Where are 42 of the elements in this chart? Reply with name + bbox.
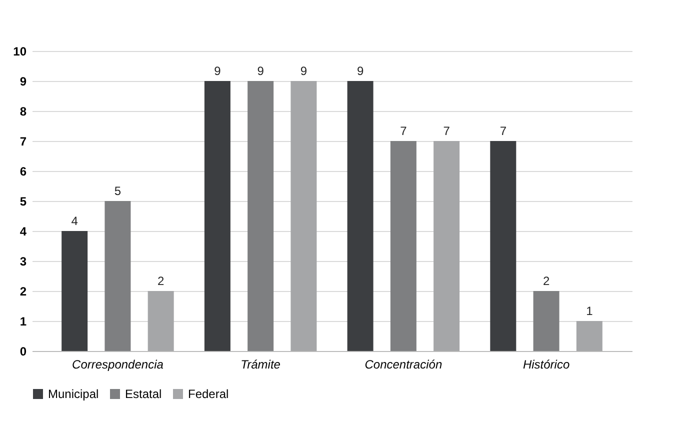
x-tick-label: Correspondencia bbox=[72, 358, 164, 372]
legend-label: Federal bbox=[188, 387, 229, 401]
data-label: 9 bbox=[356, 64, 364, 78]
y-tick-label: 7 bbox=[20, 134, 27, 148]
data-label: 2 bbox=[542, 274, 550, 288]
x-tick-label: Concentración bbox=[364, 358, 442, 372]
y-tick-label: 8 bbox=[20, 104, 27, 118]
y-tick-label: 0 bbox=[20, 344, 27, 358]
data-label: 9 bbox=[257, 64, 264, 78]
x-tick-label: Trámite bbox=[240, 358, 281, 372]
y-tick-label: 3 bbox=[20, 254, 27, 268]
bar bbox=[290, 81, 317, 351]
data-label: 2 bbox=[157, 274, 164, 288]
data-label: 7 bbox=[443, 124, 450, 138]
data-label: 7 bbox=[400, 124, 408, 138]
y-tick-label: 6 bbox=[20, 164, 27, 178]
data-label: 9 bbox=[300, 64, 308, 78]
data-label: 5 bbox=[114, 184, 122, 198]
bar bbox=[204, 81, 230, 351]
data-label: 1 bbox=[586, 304, 594, 318]
y-tick-label: 4 bbox=[20, 224, 27, 238]
data-label: 9 bbox=[214, 64, 222, 78]
y-tick-label: 2 bbox=[20, 284, 27, 298]
y-tick-label: 1 bbox=[20, 314, 27, 328]
bar bbox=[248, 81, 274, 351]
bar bbox=[490, 141, 516, 351]
data-label: 7 bbox=[500, 124, 507, 138]
bar bbox=[576, 321, 602, 351]
bar bbox=[62, 231, 88, 351]
legend-label: Municipal bbox=[48, 387, 99, 401]
y-tick-label: 9 bbox=[20, 74, 27, 88]
bar bbox=[104, 201, 131, 351]
bar bbox=[347, 81, 374, 351]
legend-label: Estatal bbox=[125, 387, 162, 401]
bar bbox=[390, 141, 416, 351]
y-tick-label: 10 bbox=[13, 44, 27, 58]
bar bbox=[148, 291, 174, 351]
x-tick-label: Histórico bbox=[522, 358, 570, 372]
data-label: 4 bbox=[71, 214, 78, 228]
bar bbox=[434, 141, 460, 351]
bar bbox=[533, 291, 560, 351]
y-tick-label: 5 bbox=[20, 194, 27, 208]
